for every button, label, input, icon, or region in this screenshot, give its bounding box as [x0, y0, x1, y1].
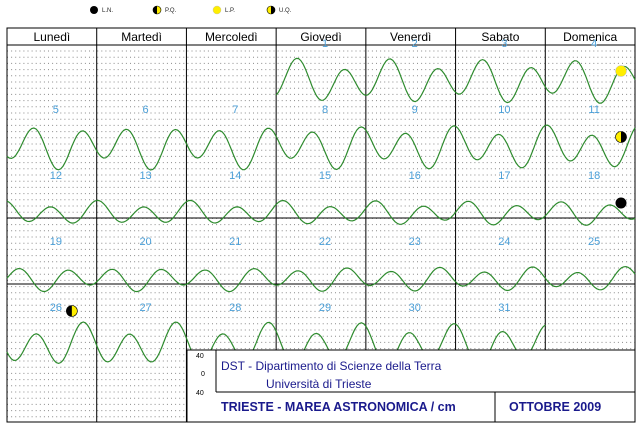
date-label: 30: [409, 302, 421, 314]
date-label: 5: [53, 104, 59, 116]
date-label: 10: [498, 104, 510, 116]
tide-curve-day-11: [545, 124, 636, 168]
tide-curve-day-21: [186, 267, 277, 293]
legend-full-moon-label: L.P.: [225, 8, 235, 14]
date-label: 21: [229, 236, 241, 248]
full-moon-icon: [212, 5, 222, 15]
date-label: 24: [498, 236, 510, 248]
info-panel: 40 0 40 DST - Dipartimento di Scienze de…: [186, 349, 636, 423]
tide-curve-day-14: [186, 199, 277, 224]
weekday-label: Giovedì: [300, 30, 341, 44]
tide-curve-day-24: [455, 266, 546, 292]
date-label: 20: [139, 236, 151, 248]
weekday-label: Mercoledì: [205, 30, 258, 44]
date-label: 29: [319, 302, 331, 314]
date-label: 23: [409, 236, 421, 248]
tide-curve-day-10: [455, 124, 546, 169]
date-label: 13: [139, 170, 151, 182]
date-label: 4: [591, 38, 597, 50]
last-quarter-marker-icon: [615, 131, 627, 143]
date-label: 25: [588, 236, 600, 248]
month-label: OTTOBRE 2009: [509, 400, 601, 414]
date-label: 26: [50, 302, 62, 314]
date-label: 7: [232, 104, 238, 116]
date-label: 19: [50, 236, 62, 248]
date-label: 16: [409, 170, 421, 182]
date-label: 28: [229, 302, 241, 314]
date-label: 15: [319, 170, 331, 182]
date-label: 27: [139, 302, 151, 314]
weekday-header: Lunedì Martedì Mercoledì Giovedì Venerdì Saba…: [34, 30, 618, 44]
info-box: [186, 349, 636, 423]
date-label: 12: [50, 170, 62, 182]
info-university: Università di Trieste: [266, 377, 372, 391]
scale-top-label: 40: [196, 353, 204, 360]
tide-curves: [6, 57, 636, 367]
date-label: 17: [498, 170, 510, 182]
date-label: 18: [588, 170, 600, 182]
tide-curve-day-9: [365, 125, 456, 170]
tide-curve-day-2: [365, 58, 457, 103]
weekday-label: Domenica: [563, 30, 617, 44]
moon-markers: [66, 65, 627, 317]
legend-first-quarter-label: P.Q.: [165, 8, 177, 14]
tide-curve-day-16: [365, 200, 457, 225]
date-label: 11: [588, 104, 599, 116]
first-quarter-icon: [152, 5, 162, 15]
date-label: 3: [501, 38, 507, 50]
new-moon-marker-icon: [615, 197, 627, 209]
tide-curve-day-12: [6, 199, 97, 224]
weekday-label: Martedì: [121, 30, 162, 44]
tide-curve-day-7: [185, 127, 277, 171]
moon-legend: L.N. P.Q. L.P. U.Q.: [90, 5, 292, 15]
tide-curve-day-17: [455, 200, 546, 226]
full-moon-marker-icon: [615, 65, 627, 77]
tide-curve-day-5: [6, 127, 98, 171]
date-label: 1: [322, 38, 328, 50]
tide-curve-day-3: [455, 58, 546, 104]
tide-curve-day-8: [275, 126, 367, 171]
tide-curve-day-26: [6, 321, 98, 365]
date-label: 6: [143, 104, 149, 116]
tide-curve-day-20: [96, 268, 187, 293]
date-label: 2: [412, 38, 418, 50]
date-label: 9: [412, 104, 418, 116]
date-label: 22: [319, 236, 331, 248]
date-label: 31: [498, 302, 510, 314]
weekday-label: Venerdì: [390, 30, 431, 44]
tide-curve-day-18: [544, 201, 636, 226]
chart-title: TRIESTE - MAREA ASTRONOMICA / cm: [221, 400, 456, 414]
first-quarter-marker-icon: [66, 305, 78, 317]
tide-curve-day-27: [96, 321, 187, 363]
tide-curve-day-23: [365, 266, 457, 292]
last-quarter-icon: [266, 5, 276, 15]
date-label: 8: [322, 104, 328, 116]
weekday-label: Sabato: [481, 30, 519, 44]
tide-curve-day-22: [276, 267, 367, 292]
tide-curve-day-19: [6, 267, 98, 293]
tide-curve-day-15: [275, 199, 367, 225]
tide-curve-day-25: [544, 265, 636, 291]
tide-curve-day-6: [96, 128, 187, 171]
tide-curve-day-1: [275, 57, 367, 101]
new-moon-icon: [90, 6, 98, 14]
legend-last-quarter-label: U.Q.: [279, 8, 292, 14]
scale-mid-label: 0: [201, 371, 205, 378]
scale-bottom-label: 40: [196, 390, 204, 397]
info-institution: DST - Dipartimento di Scienze della Terr…: [221, 359, 442, 373]
date-label: 14: [229, 170, 241, 182]
tide-curve-day-13: [96, 199, 187, 223]
weekday-label: Lunedì: [34, 30, 71, 44]
legend-new-moon-label: L.N.: [102, 8, 113, 14]
